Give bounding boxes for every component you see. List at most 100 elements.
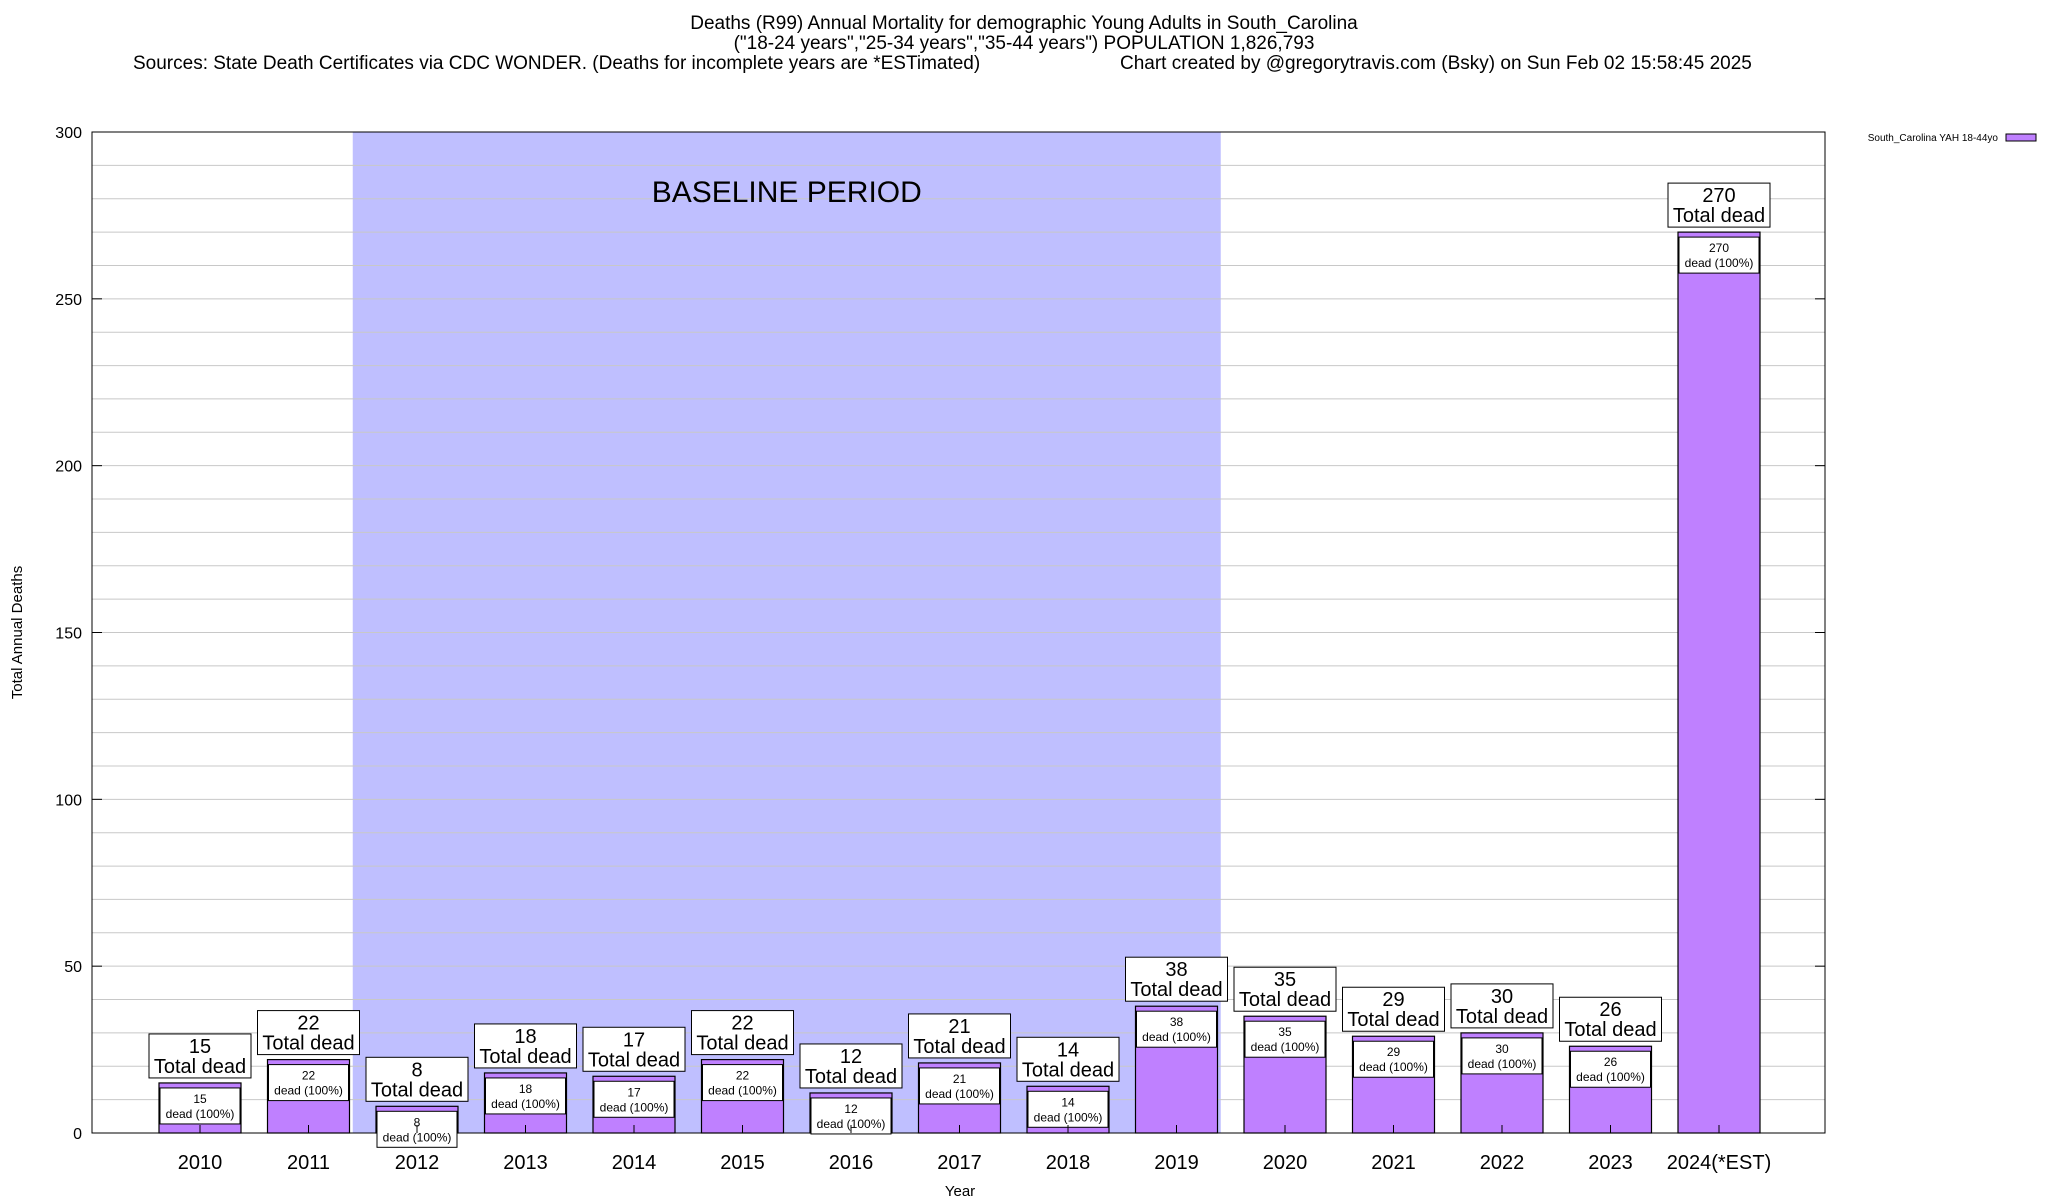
x-tick-label: 2024(*EST): [1667, 1152, 1772, 1174]
y-tick-label: 300: [55, 125, 82, 142]
bar-inner-label-box: [919, 1067, 1000, 1105]
bar-total-box: [474, 1023, 577, 1069]
bar-total-value: 22: [297, 1013, 319, 1035]
bar-inner-value: 22: [302, 1069, 316, 1083]
bar-total-value: 14: [1057, 1039, 1079, 1061]
legend-swatch: [2005, 133, 2037, 142]
bar-inner-label: dead (100%): [600, 1100, 669, 1114]
x-tick-label: 2022: [1480, 1152, 1525, 1174]
bar-inner-label-box: [1570, 1050, 1651, 1088]
bar-inner-label-box: [268, 1064, 349, 1102]
bar-total-box: [691, 1010, 794, 1056]
bar-inner-label-box: [1027, 1090, 1109, 1128]
bar-inner-value: 29: [1387, 1045, 1401, 1059]
y-tick-label: 150: [55, 626, 82, 643]
y-axis-label: Total Annual Deaths: [9, 566, 26, 699]
bar: [1677, 231, 1761, 1134]
bar-total-label: Total dead: [262, 1033, 354, 1055]
x-tick-label: 2016: [829, 1152, 874, 1174]
bar-total-value: 12: [840, 1046, 862, 1068]
bar-total-box: [1233, 966, 1337, 1012]
bar-total-value: 270: [1702, 185, 1735, 207]
bar-inner-label: dead (100%): [1034, 1110, 1103, 1124]
bar-total-label: Total dead: [696, 1033, 788, 1055]
y-tick-label: 200: [55, 459, 82, 476]
bar-inner-value: 22: [736, 1069, 750, 1083]
bar-inner-label: dead (100%): [708, 1084, 777, 1098]
x-tick-label: 2020: [1263, 1152, 1308, 1174]
bar-total-value: 26: [1599, 999, 1621, 1021]
bar-inner-value: 14: [1061, 1095, 1075, 1109]
bar-inner-label: dead (100%): [383, 1130, 452, 1144]
bar-inner-value: 18: [519, 1082, 533, 1096]
bar-inner-label: dead (100%): [817, 1117, 886, 1131]
bar-total-box: [1559, 996, 1662, 1042]
bar-total-box: [1125, 956, 1228, 1002]
bar-total-value: 29: [1382, 989, 1404, 1011]
bar-total-label: Total dead: [154, 1056, 246, 1078]
bar-inner-label: dead (100%): [1468, 1057, 1537, 1071]
x-tick-label: 2014: [612, 1152, 657, 1174]
bar-total-box: [908, 1013, 1011, 1059]
x-axis-label: Year: [945, 1183, 975, 1200]
bar-inner-label: dead (100%): [166, 1107, 235, 1121]
bar-inner-label-box: [702, 1064, 783, 1102]
bar-total-value: 18: [514, 1026, 536, 1048]
bar-total-label: Total dead: [1456, 1006, 1548, 1028]
bar-total-value: 8: [411, 1059, 422, 1081]
bar-inner-label: dead (100%): [491, 1097, 560, 1111]
x-tick-label: 2015: [720, 1152, 765, 1174]
bar-total-value: 30: [1491, 986, 1513, 1008]
bar-total-value: 17: [623, 1029, 645, 1051]
bar-inner-label-box: [485, 1077, 566, 1115]
chart-credit-note: Chart created by @gregorytravis.com (Bsk…: [1120, 53, 1752, 74]
bar-inner-label: dead (100%): [1576, 1070, 1645, 1084]
y-tick-label: 100: [55, 792, 82, 809]
bar-total-box: [1667, 182, 1771, 228]
bar-inner-label-box: [1678, 236, 1760, 274]
bar-inner-value: 35: [1278, 1025, 1292, 1039]
x-tick-label: 2021: [1371, 1152, 1416, 1174]
bar-inner-label-box: [1136, 1010, 1217, 1048]
bar-inner-label-box: [593, 1080, 675, 1118]
chart-sources-note: Sources: State Death Certificates via CD…: [133, 53, 981, 74]
x-tick-label: 2019: [1154, 1152, 1199, 1174]
bar-total-value: 21: [948, 1016, 970, 1038]
bar-total-box: [1342, 986, 1445, 1032]
bar-inner-label: dead (100%): [1685, 256, 1754, 270]
bar-inner-label-box: [1461, 1037, 1543, 1075]
bar-total-box: [799, 1043, 903, 1089]
bar-total-label: Total dead: [1022, 1059, 1114, 1081]
bar-inner-label: dead (100%): [925, 1087, 994, 1101]
bar-total-box: [365, 1056, 469, 1102]
bar-total-value: 15: [189, 1036, 211, 1058]
x-tick-label: 2012: [395, 1152, 440, 1174]
legend-label: South_Carolina YAH 18-44yo: [1868, 133, 1999, 144]
bar-inner-label: dead (100%): [1251, 1040, 1320, 1054]
x-tick-label: 2023: [1588, 1152, 1633, 1174]
x-tick-label: 2018: [1046, 1152, 1091, 1174]
chart-title: Deaths (R99) Annual Mortality for demogr…: [690, 13, 1358, 34]
bar-inner-label-box: [1353, 1040, 1434, 1078]
bar-total-box: [1450, 983, 1554, 1029]
bar-total-value: 35: [1274, 969, 1296, 991]
bar-inner-value: 15: [193, 1092, 207, 1106]
y-tick-label: 50: [64, 959, 82, 976]
bar-inner-value: 17: [627, 1085, 641, 1099]
bar-total-label: Total dead: [1564, 1019, 1656, 1041]
bar-inner-value: 21: [953, 1072, 967, 1086]
bar-inner-value: 26: [1604, 1055, 1618, 1069]
bar-total-label: Total dead: [913, 1036, 1005, 1058]
x-tick-label: 2010: [178, 1152, 223, 1174]
x-tick-label: 2017: [937, 1152, 982, 1174]
bar-total-box: [148, 1033, 252, 1079]
bar-total-box: [1016, 1036, 1120, 1082]
bar-total-value: 22: [731, 1013, 753, 1035]
bar-inner-label-box: [1244, 1020, 1326, 1058]
chart-subtitle: ("18-24 years","25-34 years","35-44 year…: [733, 33, 1315, 54]
bar-total-box: [257, 1010, 360, 1056]
x-tick-label: 2011: [287, 1152, 330, 1174]
bar-inner-value: 270: [1709, 241, 1729, 255]
bar-total-label: Total dead: [588, 1049, 680, 1071]
